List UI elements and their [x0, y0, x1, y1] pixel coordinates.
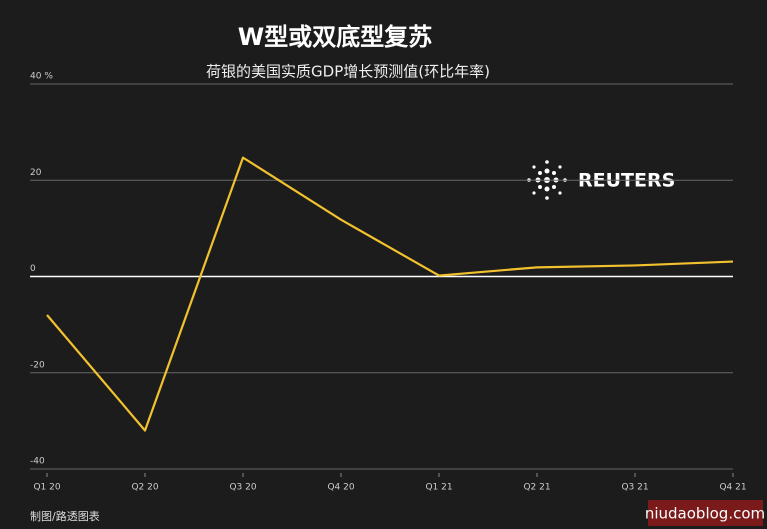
y-tick-label: 0 — [30, 264, 36, 274]
watermark-bg — [648, 500, 763, 526]
y-tick-label: -40 — [30, 457, 45, 467]
y-tick-label: -20 — [30, 360, 45, 370]
logo-icon — [527, 160, 567, 200]
x-tick-label: Q3 21 — [621, 483, 648, 493]
chart-subtitle: 荷银的美国实质GDP增长预测值(环比年率) — [206, 63, 490, 81]
data-line — [46, 156, 734, 432]
watermark: niudaoblog.com — [645, 505, 765, 523]
x-tick-label: Q2 21 — [523, 483, 550, 493]
x-tick-label: Q1 20 — [33, 483, 60, 493]
source: 制图/路透图表 — [30, 509, 100, 523]
x-tick-label: Q4 20 — [327, 483, 354, 493]
x-tick-label: Q2 20 — [131, 483, 158, 493]
x-tick-label: Q4 21 — [719, 483, 746, 493]
chart-title: W型或双底型复苏 — [238, 23, 432, 51]
x-tick-label: Q1 21 — [425, 483, 452, 493]
y-tick-label: 40 % — [30, 72, 53, 82]
x-tick-label: Q3 20 — [229, 483, 256, 493]
y-tick-label: 20 — [30, 168, 42, 178]
